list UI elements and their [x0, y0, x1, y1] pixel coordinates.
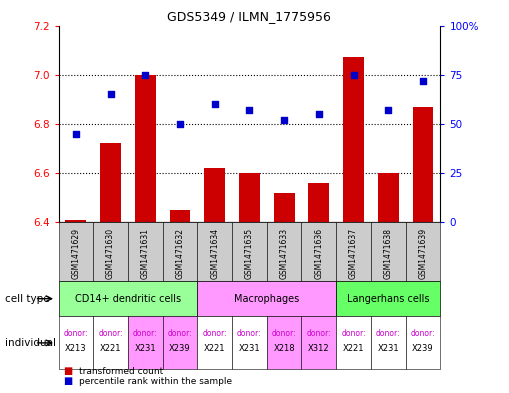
Text: donor:: donor:: [133, 329, 158, 338]
Bar: [343, 57, 364, 222]
Bar: [204, 168, 225, 222]
Text: GSM1471631: GSM1471631: [141, 228, 150, 279]
Text: donor:: donor:: [306, 329, 331, 338]
Text: ■: ■: [64, 376, 73, 386]
Text: donor:: donor:: [167, 329, 192, 338]
Text: donor:: donor:: [376, 329, 401, 338]
Point: [384, 107, 392, 113]
Point: [280, 117, 288, 123]
Bar: [239, 173, 260, 222]
Point: [141, 72, 149, 78]
Text: X221: X221: [204, 344, 225, 353]
Text: X221: X221: [343, 344, 364, 353]
Text: GSM1471630: GSM1471630: [106, 228, 115, 279]
Bar: [66, 220, 87, 222]
Text: GSM1471639: GSM1471639: [418, 228, 428, 279]
Text: individual: individual: [5, 338, 56, 348]
Point: [176, 121, 184, 127]
Text: X221: X221: [100, 344, 121, 353]
Text: X231: X231: [134, 344, 156, 353]
Bar: [308, 183, 329, 222]
Point: [350, 72, 358, 78]
Text: cell type: cell type: [5, 294, 50, 304]
Text: GSM1471637: GSM1471637: [349, 228, 358, 279]
Text: transformed count: transformed count: [79, 367, 163, 376]
Text: X231: X231: [239, 344, 260, 353]
Bar: [412, 107, 433, 222]
Text: ■: ■: [64, 366, 73, 376]
Text: percentile rank within the sample: percentile rank within the sample: [79, 377, 232, 386]
Text: X213: X213: [65, 344, 87, 353]
Text: donor:: donor:: [237, 329, 262, 338]
Text: donor:: donor:: [341, 329, 366, 338]
Point: [419, 77, 427, 84]
Text: GSM1471635: GSM1471635: [245, 228, 254, 279]
Bar: [274, 193, 295, 222]
Text: X312: X312: [308, 344, 330, 353]
Bar: [100, 143, 121, 222]
Text: Langerhans cells: Langerhans cells: [347, 294, 430, 304]
Text: X239: X239: [169, 344, 191, 353]
Bar: [169, 210, 190, 222]
Bar: [378, 173, 399, 222]
Text: donor:: donor:: [64, 329, 88, 338]
Text: GSM1471638: GSM1471638: [384, 228, 393, 279]
Text: X239: X239: [412, 344, 434, 353]
Text: GSM1471633: GSM1471633: [279, 228, 289, 279]
Text: donor:: donor:: [411, 329, 435, 338]
Text: X218: X218: [273, 344, 295, 353]
Point: [211, 101, 219, 107]
Text: CD14+ dendritic cells: CD14+ dendritic cells: [75, 294, 181, 304]
Text: GSM1471629: GSM1471629: [71, 228, 80, 279]
Text: GSM1471636: GSM1471636: [315, 228, 323, 279]
Text: donor:: donor:: [98, 329, 123, 338]
Point: [315, 111, 323, 117]
Text: X231: X231: [377, 344, 399, 353]
Text: donor:: donor:: [203, 329, 227, 338]
Text: donor:: donor:: [272, 329, 296, 338]
Text: GSM1471634: GSM1471634: [210, 228, 219, 279]
Point: [72, 130, 80, 137]
Point: [106, 91, 115, 97]
Bar: [135, 75, 156, 222]
Title: GDS5349 / ILMN_1775956: GDS5349 / ILMN_1775956: [167, 10, 331, 23]
Point: [245, 107, 253, 113]
Text: Macrophages: Macrophages: [234, 294, 299, 304]
Text: GSM1471632: GSM1471632: [176, 228, 184, 279]
